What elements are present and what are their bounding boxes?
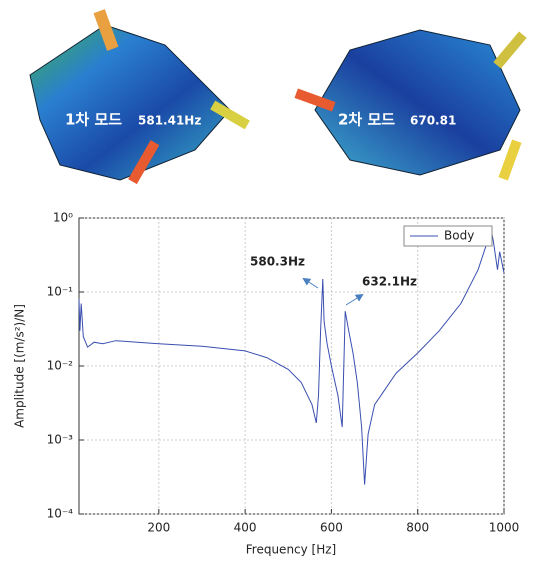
x-axis-label: Frequency [Hz] bbox=[246, 543, 337, 557]
figure: 1차 모드 581.41Hz 2차 모드 670.81 Frequency [H… bbox=[0, 0, 549, 560]
x-tick-label: 400 bbox=[234, 521, 257, 535]
x-tick-label: 200 bbox=[147, 521, 170, 535]
annotation: 632.1Hz bbox=[362, 275, 417, 289]
annotation: 580.3Hz bbox=[250, 255, 305, 269]
mode-frequency: 670.81 bbox=[410, 114, 456, 128]
y-axis-label: Amplitude [(m/s²)/N] bbox=[13, 304, 27, 428]
y-tick-label: 10⁻⁴ bbox=[47, 507, 74, 521]
y-tick-label: 10⁰ bbox=[53, 211, 73, 225]
mode-image-2: 2차 모드 670.81 bbox=[294, 30, 526, 181]
x-tick-label: 600 bbox=[320, 521, 343, 535]
mode-label: 1차 모드 bbox=[65, 111, 122, 129]
legend-label: Body bbox=[444, 229, 474, 243]
y-tick-label: 10⁻² bbox=[47, 359, 74, 373]
mode-label: 2차 모드 bbox=[338, 111, 395, 129]
x-tick-label: 1000 bbox=[489, 521, 520, 535]
y-tick-label: 10⁻¹ bbox=[47, 285, 74, 299]
mode-frequency: 581.41Hz bbox=[138, 114, 201, 128]
annotation-arrow bbox=[304, 279, 318, 288]
mode-image-1: 1차 모드 581.41Hz bbox=[30, 9, 250, 184]
annotation-arrow bbox=[346, 295, 362, 305]
y-tick-label: 10⁻³ bbox=[47, 433, 74, 447]
x-tick-label: 800 bbox=[406, 521, 429, 535]
